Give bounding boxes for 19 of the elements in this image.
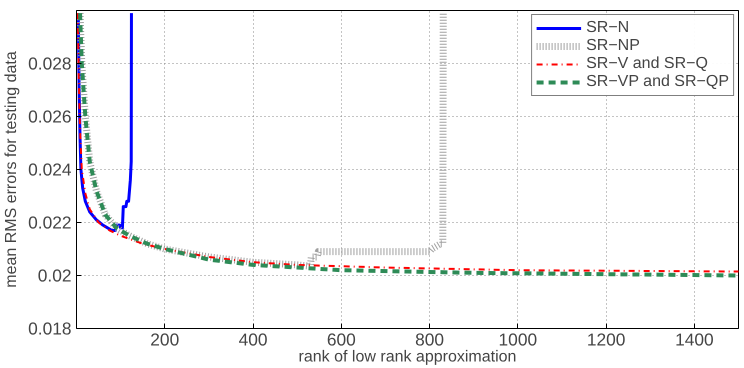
x-tick-label: 800 (415, 330, 444, 350)
y-tick-label: 0.028 (28, 54, 72, 74)
y-tick-label: 0.022 (28, 212, 72, 232)
x-tick-label: 400 (238, 330, 268, 350)
x-tick-label: 200 (150, 330, 180, 350)
y-tick-label: 0.024 (28, 160, 72, 180)
x-axis-title: rank of low rank approximation (298, 348, 516, 366)
y-tick-label: 0.018 (28, 318, 72, 338)
x-tick-label: 600 (326, 330, 356, 350)
legend-label: SR−VP and SR−QP (586, 73, 729, 91)
x-tick-label: 1200 (586, 330, 626, 350)
y-tick-label: 0.02 (38, 266, 72, 286)
y-axis-title: mean RMS errors for testing data (3, 51, 20, 288)
legend-label: SR−V and SR−Q (586, 55, 708, 73)
y-tick-label: 0.026 (28, 106, 72, 126)
x-tick-label: 1400 (675, 330, 714, 350)
x-tick-label: 1000 (498, 330, 538, 350)
legend-label: SR−N (586, 19, 630, 37)
legend-label: SR−NP (586, 37, 640, 55)
